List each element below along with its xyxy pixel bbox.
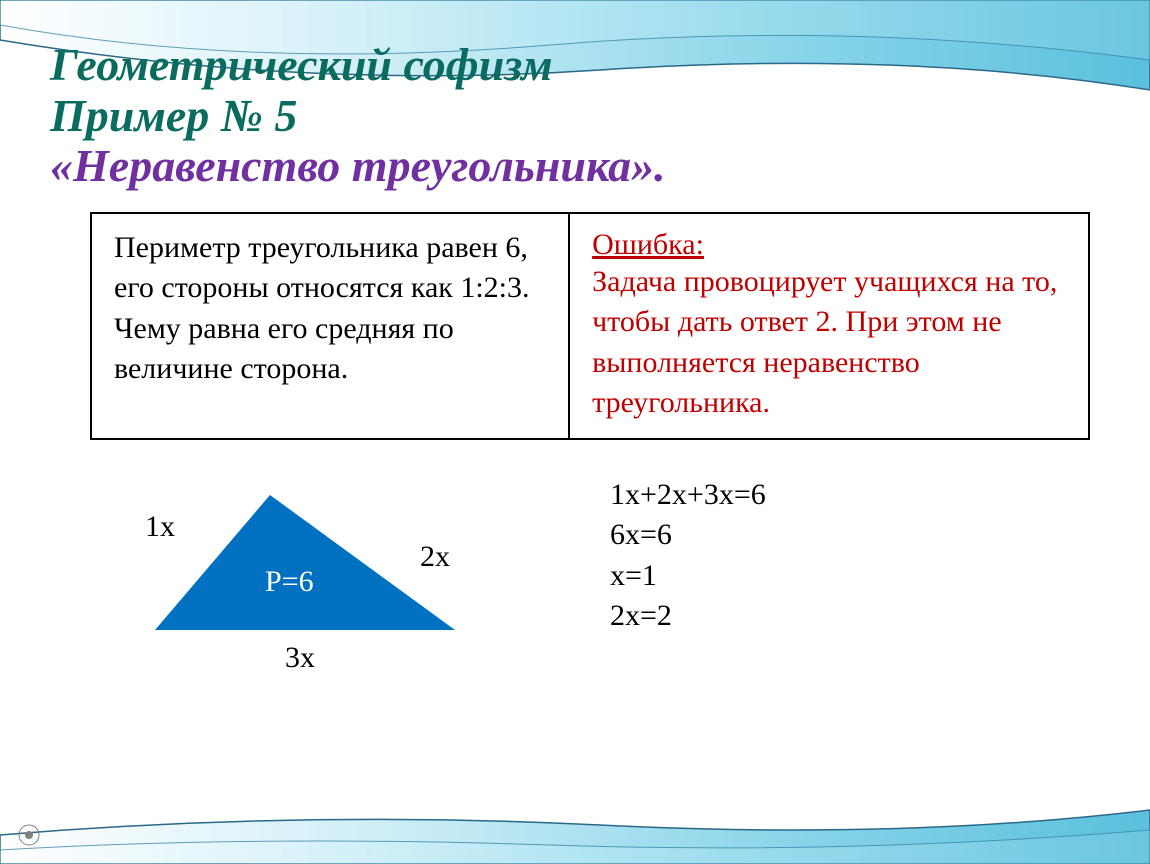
decorative-dot-icon bbox=[18, 824, 40, 846]
triangle-side-3-label: 3х bbox=[285, 641, 315, 675]
bottom-section: 1х 2х 3х Р=6 1х+2х+3х=6 6х=6 х=1 2х=2 bbox=[90, 470, 1100, 670]
content-table: Периметр треугольника равен 6, его сторо… bbox=[90, 212, 1090, 440]
equations-block: 1х+2х+3х=6 6х=6 х=1 2х=2 bbox=[610, 475, 766, 670]
title-line1: Геометрический софизм bbox=[50, 40, 1100, 91]
equation-line-2: 6х=6 bbox=[610, 515, 766, 556]
title-line2: Пример № 5 bbox=[50, 91, 1100, 142]
subtitle: «Неравенство треугольника». bbox=[50, 141, 1100, 192]
error-text: Задача провоцирует учащихся на то, чтобы… bbox=[592, 262, 1066, 424]
problem-text: Периметр треугольника равен 6, его сторо… bbox=[114, 228, 546, 390]
error-label: Ошибка: bbox=[592, 228, 704, 261]
triangle-diagram: 1х 2х 3х Р=6 bbox=[90, 470, 530, 670]
table-right-cell: Ошибка: Задача провоцирует учащихся на т… bbox=[570, 214, 1088, 438]
triangle-perimeter-label: Р=6 bbox=[265, 565, 314, 599]
table-left-cell: Периметр треугольника равен 6, его сторо… bbox=[92, 214, 570, 438]
equation-line-4: 2х=2 bbox=[610, 596, 766, 637]
triangle-side-2-label: 2х bbox=[420, 540, 450, 574]
equation-line-3: х=1 bbox=[610, 556, 766, 597]
triangle-side-1-label: 1х bbox=[145, 510, 175, 544]
equation-line-1: 1х+2х+3х=6 bbox=[610, 475, 766, 516]
